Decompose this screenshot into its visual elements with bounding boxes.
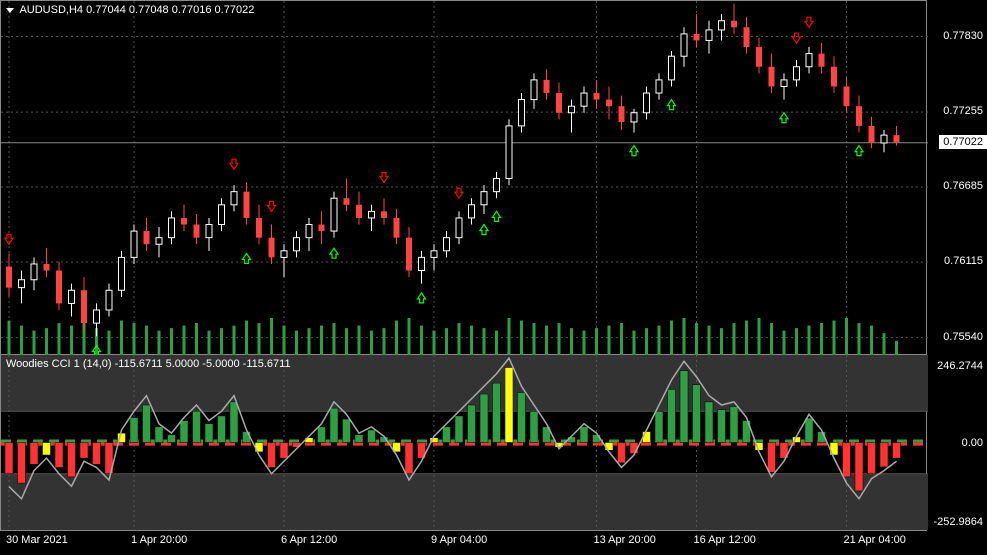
price-y-axis: 0.77830 0.77255 0.76685 0.76115 0.75540 0.770… (927, 0, 987, 355)
time-x-tick: 9 Apr 04:00 (431, 534, 487, 546)
price-chart-panel[interactable]: AUDUSD,H4 0.77044 0.77048 0.77016 0.7702… (0, 0, 927, 355)
time-x-tick: 21 Apr 04:00 (844, 534, 906, 546)
price-y-tick: 0.77830 (943, 30, 983, 42)
time-x-tick: 6 Apr 12:00 (281, 534, 337, 546)
ohlc-label: 0.77044 0.77048 0.77016 0.77022 (86, 4, 254, 16)
price-chart-svg (1, 1, 928, 356)
price-y-tick: 0.75540 (943, 331, 983, 343)
indicator-y-tick: 0.00 (962, 437, 983, 449)
time-x-tick: 1 Apr 20:00 (131, 534, 187, 546)
price-y-tick: 0.76115 (944, 255, 983, 267)
indicator-y-axis: 246.2744 0.00 -252.9864 (927, 355, 987, 530)
time-x-tick: 16 Apr 12:00 (694, 534, 756, 546)
dropdown-icon[interactable] (6, 8, 14, 13)
price-header: AUDUSD,H4 0.77044 0.77048 0.77016 0.7702… (6, 4, 254, 16)
indicator-header: Woodies CCI 1 (14,0) -115.6711 5.0000 -5… (6, 358, 291, 370)
time-x-axis: 30 Mar 2021 1 Apr 20:00 6 Apr 12:00 9 Apr 0… (0, 530, 927, 555)
current-price-box: 0.77022 (939, 135, 987, 149)
price-y-tick: 0.76685 (943, 180, 983, 192)
symbol-label: AUDUSD,H4 (19, 4, 83, 16)
indicator-y-tick: -252.9864 (933, 516, 983, 528)
price-y-tick: 0.77255 (943, 105, 983, 117)
indicator-svg (1, 355, 928, 530)
indicator-y-tick: 246.2744 (937, 360, 983, 372)
chart-container: AUDUSD,H4 0.77044 0.77048 0.77016 0.7702… (0, 0, 987, 555)
time-x-tick: 13 Apr 20:00 (594, 534, 656, 546)
time-x-tick: 30 Mar 2021 (6, 534, 68, 546)
indicator-panel[interactable]: Woodies CCI 1 (14,0) -115.6711 5.0000 -5… (0, 355, 927, 530)
